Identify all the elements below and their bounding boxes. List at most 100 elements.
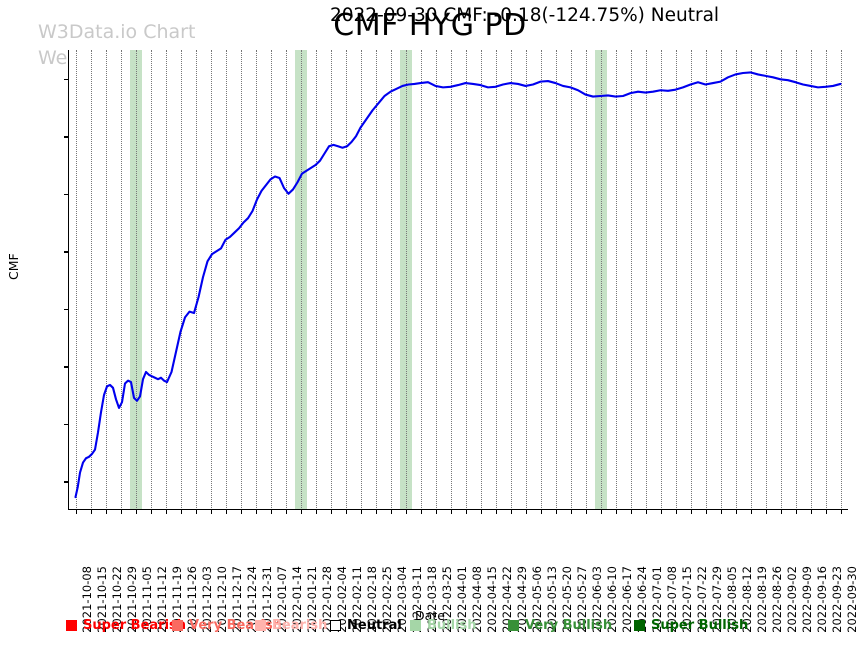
- gridline: [270, 50, 272, 510]
- gridline: [765, 50, 767, 510]
- x-tick-mark: [630, 510, 632, 514]
- gridline: [690, 50, 692, 510]
- gridline: [585, 50, 587, 510]
- plot-area: 0−2−4−6−8−10−12−14 2021-10-082021-10-152…: [64, 50, 859, 633]
- gridline: [375, 50, 377, 510]
- x-tick-mark: [750, 510, 752, 514]
- x-tick-mark: [690, 510, 692, 514]
- x-tick-mark: [105, 510, 107, 514]
- x-tick-mark: [150, 510, 152, 514]
- gridline: [675, 50, 677, 510]
- x-tick-mark: [525, 510, 527, 514]
- gridline: [180, 50, 182, 510]
- legend-entry[interactable]: Neutral: [330, 618, 402, 633]
- x-tick-mark: [120, 510, 122, 514]
- x-tick-mark: [345, 510, 347, 514]
- gridline: [450, 50, 452, 510]
- x-tick-mark: [720, 510, 722, 514]
- x-tick-mark: [300, 510, 302, 514]
- legend-swatch-icon: [634, 620, 645, 631]
- gridline: [840, 50, 842, 510]
- x-tick-mark: [165, 510, 167, 514]
- legend-swatch-icon: [330, 620, 341, 631]
- gridline: [465, 50, 467, 510]
- x-tick-mark: [660, 510, 662, 514]
- gridline: [105, 50, 107, 510]
- legend-swatch-icon: [410, 620, 421, 631]
- y-tick-mark: [64, 78, 68, 81]
- x-tick-mark: [195, 510, 197, 514]
- x-tick-mark: [675, 510, 677, 514]
- gridline: [240, 50, 242, 510]
- legend-entry[interactable]: Very Bullish: [508, 618, 612, 633]
- x-axis-label: Date: [415, 608, 445, 623]
- x-tick-mark: [795, 510, 797, 514]
- x-tick-mark: [270, 510, 272, 514]
- gridline: [525, 50, 527, 510]
- gridline: [630, 50, 632, 510]
- plot-background: [68, 50, 848, 510]
- gridline: [825, 50, 827, 510]
- x-tick-mark: [570, 510, 572, 514]
- y-tick-mark: [64, 136, 68, 138]
- data-series-line: [74, 71, 842, 499]
- gridline: [570, 50, 572, 510]
- gridline: [540, 50, 542, 510]
- x-tick-mark: [330, 510, 332, 514]
- gridline: [660, 50, 662, 510]
- x-tick-mark: [90, 510, 92, 514]
- annotation-label: 2022-09-30 CMF: -0.18(-124.75%) Neutral: [330, 5, 720, 26]
- x-tick-mark: [705, 510, 707, 514]
- legend-entry[interactable]: Super Bullish: [634, 618, 748, 633]
- legend-entry[interactable]: Bearish: [255, 618, 327, 633]
- legend-label: Bullish: [427, 618, 477, 633]
- y-axis-line: [68, 50, 70, 510]
- x-tick-mark: [480, 510, 482, 514]
- gridline: [225, 50, 227, 510]
- cmf-line: [74, 71, 842, 499]
- y-tick-mark: [64, 366, 68, 368]
- gridline: [750, 50, 752, 510]
- gridline: [150, 50, 152, 510]
- gridline: [600, 50, 602, 510]
- x-tick-mark: [540, 510, 542, 514]
- x-tick-mark: [735, 510, 737, 514]
- gridline: [165, 50, 167, 510]
- legend-label: Super Bearish: [83, 618, 187, 633]
- gridline: [555, 50, 557, 510]
- y-tick-mark: [64, 251, 68, 253]
- gridline: [120, 50, 122, 510]
- x-tick-mark: [435, 510, 437, 514]
- x-tick-mark: [825, 510, 827, 514]
- gridline: [75, 50, 77, 510]
- y-axis-label: CMF: [6, 253, 21, 280]
- x-tick-mark: [240, 510, 242, 514]
- gridline: [780, 50, 782, 510]
- x-tick-mark: [585, 510, 587, 514]
- gridline: [420, 50, 422, 510]
- x-tick-mark: [765, 510, 767, 514]
- x-tick-mark: [810, 510, 812, 514]
- legend-swatch-icon: [66, 620, 77, 631]
- gridline: [360, 50, 362, 510]
- gridline: [435, 50, 437, 510]
- x-tick-mark: [600, 510, 602, 514]
- gridline: [390, 50, 392, 510]
- y-tick-mark: [64, 308, 68, 311]
- gridline: [135, 50, 137, 510]
- legend: Super Bearish Very Bearish Bearish Neutral B…: [0, 618, 860, 642]
- y-tick-mark: [64, 423, 68, 426]
- legend-entry[interactable]: Super Bearish: [66, 618, 186, 633]
- x-tick-mark: [555, 510, 557, 514]
- legend-label: Neutral: [347, 618, 402, 633]
- x-tick-mark: [420, 510, 422, 514]
- gridline: [90, 50, 92, 510]
- x-tick-mark: [780, 510, 782, 514]
- legend-entry[interactable]: Bullish: [410, 618, 477, 633]
- gridline: [510, 50, 512, 510]
- gridline: [795, 50, 797, 510]
- gridline: [330, 50, 332, 510]
- gridline: [285, 50, 287, 510]
- x-tick-mark: [405, 510, 407, 514]
- gridline: [210, 50, 212, 510]
